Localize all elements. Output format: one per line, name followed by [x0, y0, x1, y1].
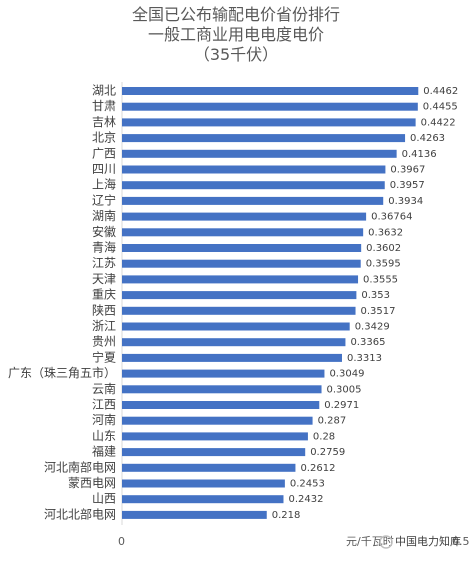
category-label-12: 天津: [92, 272, 116, 286]
value-label-27: 0.218: [272, 510, 301, 521]
category-label-2: 吉林: [92, 115, 116, 129]
category-label-14: 陕西: [92, 302, 116, 317]
bar-4: [122, 149, 397, 158]
value-label-24: 0.2612: [300, 463, 335, 474]
value-label-6: 0.3957: [390, 180, 425, 191]
category-label-18: 广东（珠三角五市）: [8, 365, 116, 380]
value-label-3: 0.4263: [410, 133, 445, 144]
value-labels: 0.4462 0.4455 0.4422 0.4263 0.4136 0.3967 0.39…: [272, 86, 459, 521]
category-labels: 湖北甘肃吉林北京广西四川上海辽宁湖南安徽青海江苏天津重庆陕西浙江贵州宁夏广东（珠…: [8, 83, 116, 522]
category-label-27: 河北北部电网: [44, 506, 116, 521]
bar-17: [122, 353, 342, 362]
bar-18: [122, 369, 325, 378]
bar-19: [122, 385, 322, 394]
category-label-15: 浙江: [92, 319, 116, 333]
value-label-4: 0.4136: [402, 149, 437, 160]
category-label-26: 山西: [92, 492, 116, 506]
value-label-25: 0.2453: [290, 479, 325, 490]
value-label-15: 0.3429: [355, 322, 390, 333]
bar-10: [122, 244, 362, 252]
bar-24: [122, 463, 296, 472]
value-label-16: 0.3365: [350, 337, 385, 348]
bar-20: [122, 401, 320, 409]
value-label-18: 0.3049: [329, 369, 364, 380]
bar-8: [122, 212, 367, 221]
bar-11: [122, 259, 361, 268]
bar-26: [122, 495, 284, 504]
bar-0: [122, 87, 419, 95]
value-label-14: 0.3517: [361, 306, 396, 317]
value-label-1: 0.4455: [423, 102, 458, 113]
category-label-8: 湖南: [92, 208, 116, 223]
watermark-logo-icon: [379, 535, 393, 549]
x-tick-label-0: 0: [118, 535, 125, 548]
category-label-16: 贵州: [92, 335, 116, 349]
bar-6: [122, 181, 385, 190]
category-label-11: 江苏: [92, 256, 116, 270]
category-label-21: 河南: [92, 412, 116, 427]
bar-23: [122, 448, 306, 457]
category-label-23: 福建: [92, 444, 116, 459]
category-label-25: 蒙西电网: [68, 476, 116, 490]
value-label-19: 0.3005: [327, 384, 362, 395]
category-label-10: 青海: [92, 240, 116, 255]
value-label-0: 0.4462: [423, 86, 458, 97]
bar-22: [122, 432, 308, 441]
value-label-20: 0.2971: [324, 400, 359, 411]
category-label-22: 山东: [92, 429, 116, 443]
category-label-5: 四川: [92, 162, 116, 176]
value-label-23: 0.2759: [310, 447, 345, 458]
chart-title-line-1: 全国已公布输配电价省份排行: [132, 5, 340, 24]
watermark-text: 中国电力知库: [395, 534, 461, 548]
chart-title: 全国已公布输配电价省份排行 一般工商业用电电度电价 （35千伏）: [132, 5, 340, 64]
category-label-6: 上海: [92, 177, 116, 192]
category-label-19: 云南: [92, 381, 116, 396]
value-label-11: 0.3595: [366, 259, 401, 270]
value-label-8: 0.36764: [371, 212, 412, 223]
value-label-2: 0.4422: [421, 117, 456, 128]
value-label-22: 0.28: [313, 431, 335, 442]
bar-3: [122, 134, 406, 143]
bar-2: [122, 118, 416, 127]
category-label-24: 河北南部电网: [44, 459, 116, 474]
bars-group: [122, 87, 419, 519]
bar-25: [122, 479, 285, 488]
category-label-13: 重庆: [92, 288, 116, 302]
bar-27: [122, 510, 267, 519]
bar-12: [122, 275, 359, 284]
value-label-10: 0.3602: [366, 243, 401, 254]
category-label-9: 安徽: [92, 224, 116, 239]
bar-16: [122, 338, 346, 347]
bar-13: [122, 291, 357, 300]
category-label-17: 宁夏: [92, 349, 116, 364]
category-label-3: 北京: [92, 131, 116, 145]
bar-7: [122, 196, 384, 205]
unit-label: 元/千瓦时: [346, 535, 394, 548]
value-label-26: 0.2432: [288, 494, 323, 505]
category-label-20: 江西: [92, 398, 116, 412]
x-tick-label-max: 0.5: [452, 535, 470, 548]
value-label-12: 0.3555: [363, 274, 398, 285]
category-label-7: 辽宁: [92, 192, 116, 207]
bar-1: [122, 102, 418, 111]
category-label-0: 湖北: [92, 83, 116, 98]
bar-21: [122, 416, 313, 425]
bar-14: [122, 306, 356, 315]
watermark: 中国电力知库: [379, 534, 461, 549]
chart-title-line-3: （35千伏）: [194, 45, 278, 64]
value-label-13: 0.353: [361, 290, 390, 301]
value-label-9: 0.3632: [368, 227, 403, 238]
value-label-7: 0.3934: [388, 196, 423, 207]
bar-5: [122, 165, 386, 174]
chart-title-line-2: 一般工商业用电电度电价: [148, 25, 324, 44]
bar-15: [122, 322, 350, 331]
value-label-5: 0.3967: [390, 165, 425, 176]
value-label-17: 0.3313: [347, 353, 382, 364]
category-label-4: 广西: [92, 146, 116, 160]
bar-9: [122, 228, 364, 237]
category-label-1: 甘肃: [92, 99, 116, 113]
value-label-21: 0.287: [318, 416, 347, 427]
